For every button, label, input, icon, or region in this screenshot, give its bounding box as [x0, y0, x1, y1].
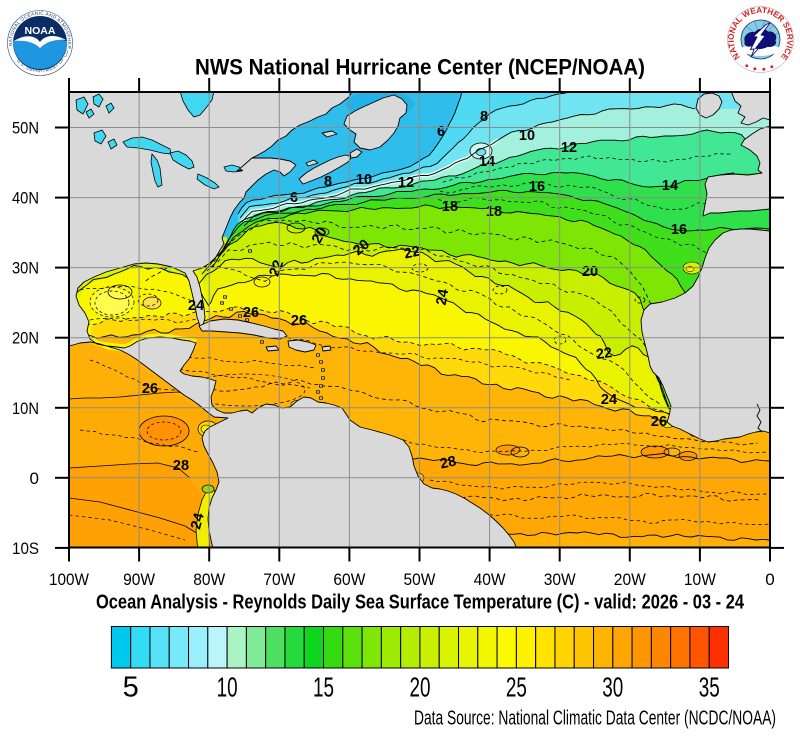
svg-text:8: 8: [324, 174, 332, 190]
svg-text:35: 35: [699, 672, 720, 703]
svg-text:80W: 80W: [193, 570, 225, 589]
svg-text:90W: 90W: [123, 570, 155, 589]
svg-text:24: 24: [188, 298, 204, 314]
svg-text:0: 0: [30, 469, 39, 488]
svg-text:28: 28: [439, 453, 458, 472]
svg-text:70W: 70W: [263, 570, 295, 589]
svg-text:22: 22: [403, 243, 422, 262]
svg-text:5: 5: [123, 672, 139, 704]
svg-text:24: 24: [188, 511, 208, 531]
svg-text:40N: 40N: [12, 189, 39, 208]
svg-text:26: 26: [651, 414, 667, 430]
svg-text:40W: 40W: [474, 570, 506, 589]
svg-text:12: 12: [398, 175, 414, 191]
svg-text:15: 15: [313, 672, 334, 703]
svg-text:26: 26: [142, 381, 158, 397]
svg-text:30N: 30N: [12, 259, 39, 278]
svg-text:22: 22: [595, 345, 613, 363]
svg-text:26: 26: [291, 313, 307, 329]
svg-text:30W: 30W: [544, 570, 576, 589]
svg-text:10W: 10W: [684, 570, 716, 589]
svg-text:50W: 50W: [404, 570, 436, 589]
svg-text:14: 14: [479, 154, 495, 170]
svg-text:6: 6: [437, 124, 445, 140]
svg-text:100W: 100W: [49, 570, 89, 589]
svg-text:20: 20: [582, 264, 598, 280]
svg-text:20: 20: [410, 672, 431, 703]
svg-text:20: 20: [350, 236, 373, 259]
svg-text:12: 12: [561, 140, 577, 156]
svg-text:50N: 50N: [12, 119, 39, 138]
svg-text:20W: 20W: [614, 570, 646, 589]
svg-text:10: 10: [356, 172, 372, 188]
svg-text:10: 10: [519, 128, 535, 144]
svg-text:60W: 60W: [333, 570, 365, 589]
svg-text:14: 14: [662, 178, 678, 194]
svg-text:NWS National Hurricane Center: NWS National Hurricane Center (NCEP/NOAA…: [195, 55, 645, 80]
svg-text:0: 0: [765, 570, 774, 589]
svg-text:22: 22: [267, 258, 288, 279]
svg-text:18: 18: [486, 204, 502, 220]
svg-text:10N: 10N: [12, 399, 39, 418]
svg-text:28: 28: [173, 458, 189, 474]
svg-text:Data Source: National Climatic: Data Source: National Climatic Data Cent…: [414, 708, 776, 730]
svg-text:20N: 20N: [12, 329, 39, 348]
svg-text:16: 16: [529, 179, 545, 195]
svg-text:30: 30: [602, 672, 623, 703]
svg-text:16: 16: [671, 222, 687, 238]
svg-text:10S: 10S: [12, 539, 39, 558]
svg-text:10: 10: [217, 672, 238, 703]
svg-text:24: 24: [601, 392, 617, 408]
svg-text:NOAA: NOAA: [25, 26, 56, 37]
svg-text:26: 26: [243, 305, 259, 321]
svg-text:20: 20: [309, 225, 331, 247]
svg-text:8: 8: [480, 109, 488, 125]
svg-text:18: 18: [442, 199, 458, 215]
svg-text:24: 24: [434, 288, 453, 307]
svg-text:Ocean Analysis - Reynolds Dail: Ocean Analysis - Reynolds Daily Sea Surf…: [96, 591, 744, 614]
svg-text:25: 25: [506, 672, 527, 703]
